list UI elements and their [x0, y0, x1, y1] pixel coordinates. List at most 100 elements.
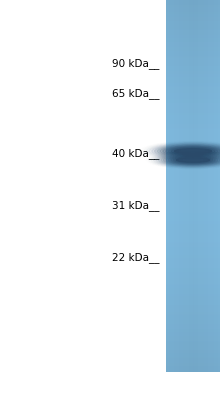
Bar: [166, 80, 220, 82]
Bar: [166, 48, 220, 50]
Bar: [166, 367, 220, 368]
Bar: [166, 64, 220, 66]
Bar: [166, 181, 220, 182]
Bar: [166, 105, 220, 107]
Bar: [166, 239, 220, 240]
Bar: [166, 257, 220, 258]
Bar: [166, 259, 220, 260]
Ellipse shape: [174, 149, 212, 154]
Bar: [166, 325, 220, 326]
Bar: [188, 0, 189, 372]
Bar: [166, 306, 220, 308]
Bar: [166, 76, 220, 77]
Bar: [166, 284, 220, 285]
Bar: [166, 201, 220, 202]
Bar: [166, 346, 220, 347]
Bar: [166, 119, 220, 120]
Bar: [166, 108, 220, 109]
Bar: [166, 345, 220, 346]
Bar: [166, 340, 220, 341]
Bar: [214, 0, 215, 372]
Bar: [166, 249, 220, 250]
Bar: [166, 0, 167, 372]
Bar: [166, 187, 220, 188]
Bar: [166, 79, 220, 81]
Bar: [166, 244, 220, 246]
Bar: [172, 0, 174, 372]
Bar: [166, 178, 220, 180]
Ellipse shape: [176, 158, 210, 162]
Bar: [166, 67, 220, 68]
Bar: [166, 6, 220, 8]
Bar: [169, 0, 170, 372]
Bar: [166, 26, 220, 27]
Bar: [166, 122, 220, 123]
Bar: [166, 170, 220, 171]
Bar: [166, 62, 220, 63]
Bar: [216, 0, 217, 372]
Bar: [176, 0, 177, 372]
Bar: [166, 269, 220, 270]
Bar: [166, 82, 220, 83]
Bar: [166, 68, 220, 70]
Bar: [166, 0, 220, 1]
Bar: [166, 342, 220, 344]
Bar: [166, 174, 220, 175]
Bar: [166, 312, 220, 314]
Bar: [166, 274, 220, 275]
Bar: [166, 228, 220, 230]
Bar: [166, 118, 220, 119]
Bar: [166, 143, 220, 144]
Bar: [166, 138, 220, 139]
Bar: [166, 262, 220, 263]
Bar: [166, 5, 220, 6]
Bar: [166, 74, 220, 76]
Bar: [166, 286, 220, 288]
Bar: [166, 304, 220, 305]
Bar: [166, 352, 220, 354]
Bar: [166, 252, 220, 253]
Bar: [178, 0, 179, 372]
Bar: [166, 322, 220, 324]
Bar: [166, 194, 220, 195]
Bar: [181, 0, 182, 372]
Bar: [166, 357, 220, 358]
Bar: [166, 229, 220, 231]
Bar: [166, 17, 220, 18]
Bar: [166, 37, 220, 38]
Bar: [198, 0, 200, 372]
Bar: [179, 0, 180, 372]
Bar: [166, 354, 220, 355]
Bar: [166, 301, 220, 302]
Bar: [166, 250, 220, 252]
Bar: [167, 0, 168, 372]
Bar: [166, 334, 220, 335]
Bar: [166, 294, 220, 295]
Bar: [201, 0, 202, 372]
Bar: [166, 270, 220, 272]
Bar: [219, 0, 220, 372]
Bar: [215, 0, 216, 372]
Bar: [166, 335, 220, 336]
Bar: [166, 295, 220, 296]
Bar: [166, 165, 220, 166]
Ellipse shape: [161, 154, 220, 166]
Bar: [166, 240, 220, 242]
Bar: [166, 15, 220, 16]
Bar: [166, 129, 220, 130]
Bar: [166, 145, 220, 146]
Bar: [166, 97, 220, 98]
Bar: [166, 120, 220, 122]
Bar: [166, 326, 220, 327]
Bar: [166, 148, 220, 149]
Bar: [166, 191, 220, 192]
Ellipse shape: [171, 156, 215, 164]
Bar: [166, 278, 220, 279]
Bar: [166, 310, 220, 311]
Ellipse shape: [171, 148, 215, 155]
Bar: [166, 366, 220, 367]
Bar: [182, 0, 183, 372]
Bar: [166, 282, 220, 283]
Bar: [166, 24, 220, 25]
Bar: [166, 285, 220, 286]
